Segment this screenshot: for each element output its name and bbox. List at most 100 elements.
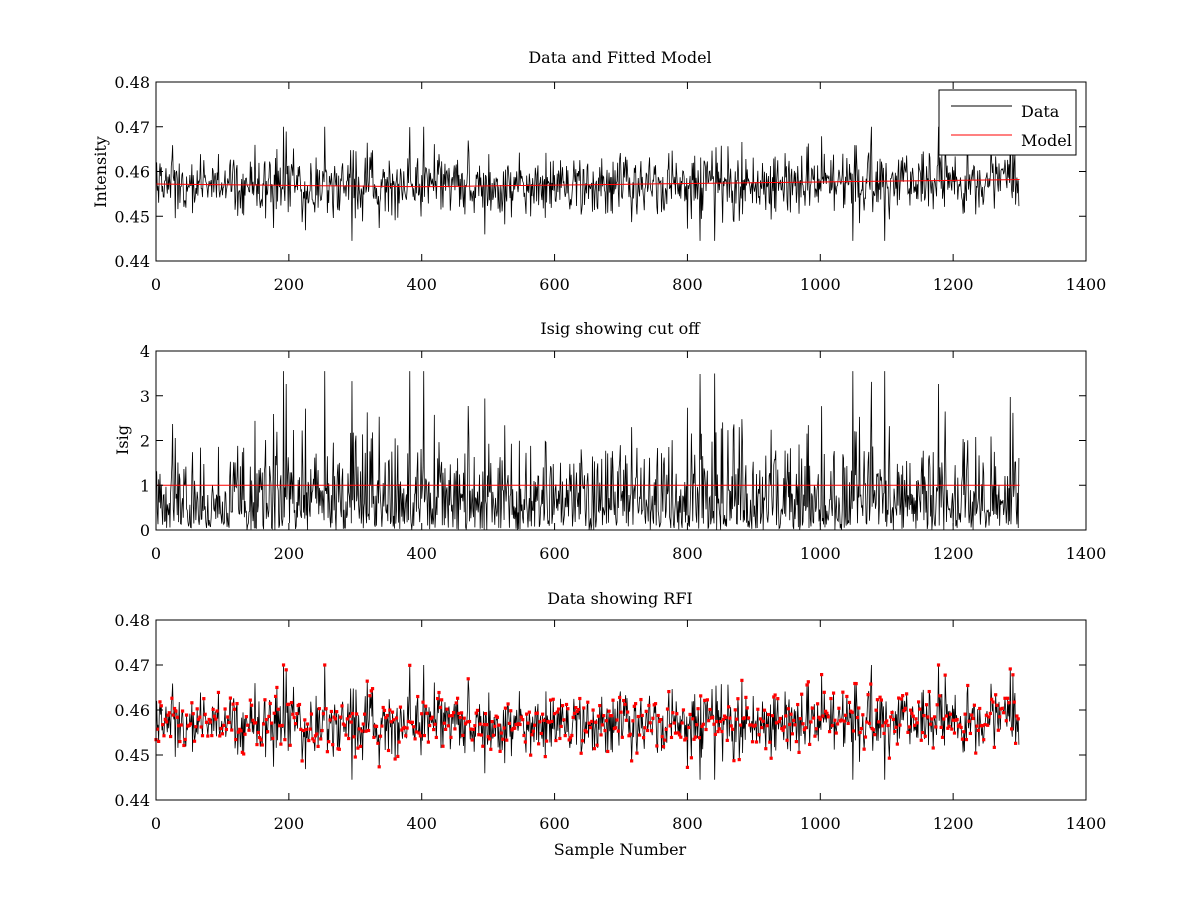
x-tick-label: 1200: [933, 275, 974, 294]
data-point-marker: [157, 739, 161, 743]
data-point-marker: [788, 722, 792, 727]
data-point-marker: [499, 731, 504, 735]
data-point-marker: [724, 715, 728, 720]
data-point-marker: [479, 733, 484, 737]
data-point-marker: [232, 707, 236, 711]
data-point-marker: [728, 716, 732, 720]
data-point-marker: [210, 734, 214, 738]
data-point-marker: [204, 720, 209, 724]
data-point-marker: [570, 733, 574, 738]
data-point-marker: [875, 698, 880, 702]
y-tick-label: 0.44: [114, 252, 150, 271]
data-point-marker: [826, 715, 830, 719]
data-point-marker: [738, 723, 743, 727]
data-point-marker: [754, 740, 759, 744]
data-point-marker: [159, 704, 163, 708]
axes-middle-ylabel: Isig: [113, 425, 132, 455]
x-tick-label: 800: [672, 814, 703, 833]
data-point-marker: [301, 728, 306, 733]
data-point-marker: [786, 707, 790, 711]
data-point-marker: [648, 721, 652, 725]
data-point-marker: [502, 726, 506, 730]
data-point-marker: [432, 727, 436, 732]
data-point-marker: [212, 714, 217, 718]
data-point-marker: [529, 753, 533, 757]
data-point-marker: [873, 733, 877, 737]
data-point-marker: [555, 710, 559, 714]
data-point-marker: [651, 716, 655, 720]
data-point-marker: [280, 723, 284, 728]
data-point-marker: [324, 707, 328, 711]
data-point-marker: [312, 739, 316, 743]
data-point-marker: [288, 743, 292, 747]
data-point-marker: [843, 713, 848, 717]
data-point-marker: [564, 702, 569, 707]
data-point-marker: [810, 706, 814, 710]
y-tick-label: 3: [140, 387, 150, 406]
data-point-marker: [905, 692, 909, 696]
data-point-marker: [218, 734, 222, 738]
data-point-marker: [622, 698, 626, 703]
data-point-marker: [380, 724, 384, 728]
data-point-marker: [446, 724, 450, 728]
data-point-marker: [591, 708, 595, 712]
data-point-marker: [772, 695, 776, 699]
data-point-marker: [920, 730, 925, 735]
data-point-marker: [389, 720, 393, 724]
legend: Data Model: [938, 89, 1077, 156]
data-point-marker: [835, 722, 840, 726]
data-point-marker: [474, 711, 478, 715]
data-point-marker: [798, 717, 802, 721]
data-point-marker: [894, 725, 898, 729]
data-point-marker: [596, 714, 601, 718]
data-point-marker: [946, 726, 950, 730]
data-point-marker: [705, 698, 709, 702]
data-point-marker: [304, 727, 308, 732]
data-point-marker: [560, 704, 565, 708]
data-point-marker: [188, 722, 193, 726]
data-point-marker: [392, 718, 396, 722]
data-point-marker: [333, 717, 337, 721]
data-point-marker: [611, 698, 615, 702]
data-point-marker: [691, 717, 695, 721]
data-point-marker: [385, 713, 389, 718]
data-point-marker: [769, 756, 773, 760]
data-point-marker: [877, 720, 881, 724]
data-point-marker: [377, 765, 381, 769]
data-point-marker: [366, 728, 371, 733]
data-point-marker: [990, 697, 994, 701]
data-point-marker: [571, 715, 575, 719]
data-point-marker: [919, 738, 923, 742]
data-point-marker: [851, 729, 856, 733]
data-point-marker: [696, 707, 700, 711]
data-point-marker: [970, 713, 974, 717]
data-point-marker: [243, 732, 247, 736]
data-point-marker: [452, 710, 456, 715]
data-point-marker: [824, 709, 828, 713]
data-point-marker: [902, 709, 906, 713]
data-point-marker: [814, 727, 818, 731]
data-point-marker: [931, 746, 935, 750]
data-point-marker: [455, 696, 460, 700]
data-point-marker: [998, 715, 1002, 719]
data-point-marker: [644, 709, 648, 713]
data-point-marker: [762, 708, 767, 712]
data-point-marker: [239, 729, 243, 733]
data-point-marker: [594, 720, 598, 724]
data-point-marker: [319, 737, 323, 741]
data-point-marker: [567, 738, 571, 742]
y-tick-label: 2: [140, 432, 150, 451]
data-point-marker: [179, 723, 183, 727]
data-point-marker: [530, 733, 534, 737]
data-point-marker: [773, 693, 777, 697]
data-point-marker: [626, 710, 630, 714]
data-point-marker: [506, 702, 510, 706]
data-point-marker: [349, 720, 353, 724]
data-point-marker: [924, 703, 929, 707]
data-point-marker: [827, 730, 832, 734]
data-point-marker: [339, 715, 343, 719]
data-point-marker: [428, 723, 432, 728]
data-point-marker: [850, 710, 854, 714]
data-point-marker: [689, 756, 694, 760]
